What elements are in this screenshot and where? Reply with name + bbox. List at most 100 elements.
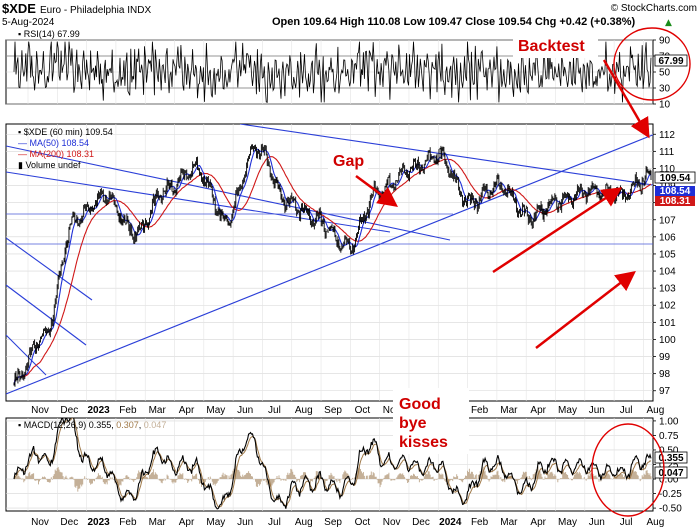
price-tick-label: 110 — [659, 164, 675, 175]
hist-badge-box — [654, 466, 688, 479]
macd-badge: 0.355 — [658, 453, 683, 464]
macd-badge-box — [654, 451, 688, 464]
price-tick-label: 100 — [659, 335, 676, 346]
x-axis-label: Apr — [179, 517, 195, 528]
x-axis-middle: Nov Dec 2023 Feb Mar Apr May Jun Jul Aug Sep Oct Nov… — [31, 405, 664, 416]
x-axis-label: May — [206, 517, 225, 528]
x-axis-label: Jul — [268, 405, 281, 416]
macd-signal-line — [13, 418, 652, 508]
x-axis-label: Jun — [237, 405, 253, 416]
x-axis-label: Aug — [647, 517, 665, 528]
x-axis-label: Feb — [471, 517, 489, 528]
ma50-line — [13, 148, 652, 386]
rsi-tick-label: 50 — [659, 68, 671, 79]
x-axis-label: Mar — [149, 405, 167, 416]
x-axis-label: Sep — [324, 517, 342, 528]
rsi-line — [13, 41, 652, 104]
rsi-tick-label: 90 — [659, 36, 671, 47]
x-axis-label: Nov — [383, 517, 401, 528]
macd-tick-label: -0.50 — [659, 504, 682, 515]
rsi-value-badge-box — [654, 54, 688, 67]
rsi-tick-label: 10 — [659, 100, 671, 111]
price-tick-label: 97 — [659, 386, 671, 397]
ohlc-change-arrow: ▲ — [665, 18, 672, 28]
x-axis-label: Jul — [620, 517, 633, 528]
trendline — [6, 284, 87, 346]
macd-panel: 1.00 0.75 0.50 0.25 0.00 -0.25 -0.50 ▪ MACD(12… — [5, 416, 688, 515]
ma50-legend: — MA(50) 108.54 — [18, 138, 89, 148]
close-badge-box — [654, 171, 696, 184]
price-tick-label: 98 — [659, 369, 671, 380]
x-axis-label: Jun — [237, 517, 253, 528]
price-tick-label: 102 — [659, 301, 676, 312]
ma200-badge: 108.31 — [660, 196, 691, 207]
x-axis-label: Aug — [295, 517, 313, 528]
x-axis-label: Jul — [268, 517, 281, 528]
x-axis-label: May — [558, 517, 577, 528]
gap-label: Gap — [333, 153, 364, 170]
target-arrow — [535, 270, 636, 349]
x-axis-label: Apr — [530, 405, 546, 416]
gap-label-box — [328, 148, 368, 172]
x-axis-label: Mar — [500, 405, 518, 416]
macd-tick-label: 0.25 — [659, 460, 679, 471]
x-axis-label: Mar — [149, 517, 167, 528]
goodbye-label: Good bye kisses — [399, 396, 448, 451]
x-axis-label: Feb — [119, 405, 137, 416]
x-axis-label: Aug — [647, 405, 665, 416]
trendline — [6, 134, 653, 395]
price-tick-label: 99 — [659, 352, 671, 363]
macd-tick-label: 0.00 — [659, 475, 679, 486]
brand-watermark: © StockCharts.com — [611, 3, 697, 14]
x-axis-label: 2023 — [87, 405, 110, 416]
x-axis-label: Sep — [324, 405, 342, 416]
x-axis-label: Nov — [31, 405, 49, 416]
chart-date: 5-Aug-2024 — [2, 17, 55, 28]
macd-line — [13, 418, 652, 510]
ma200-badge-box — [655, 196, 695, 206]
trendline — [6, 145, 451, 241]
rsi-highlight-circle — [613, 27, 691, 101]
x-axis-label: Dec — [412, 517, 430, 528]
ohlc-readout: Open 109.64 High 110.08 Low 109.47 Close… — [272, 16, 636, 28]
ma200-legend: — MA(200) 108.31 — [18, 149, 94, 159]
x-axis-label: Aug — [295, 405, 313, 416]
x-axis-label: Feb — [471, 405, 489, 416]
backtest-label: Backtest — [518, 38, 585, 55]
x-axis-label: May — [558, 405, 577, 416]
price-tick-label: 106 — [659, 232, 676, 243]
x-axis-label: 2023 — [87, 517, 110, 528]
x-axis-label: Jul — [620, 405, 633, 416]
volume-legend: ▮ Volume undef — [18, 160, 81, 170]
x-axis-label: Mar — [500, 517, 518, 528]
annotations: Backtest Gap Good bye kisses — [328, 27, 691, 517]
price-tick-label: 103 — [659, 284, 676, 295]
trendline — [6, 334, 47, 376]
x-axis-label: Apr — [179, 405, 195, 416]
x-axis-label: Jun — [589, 405, 605, 416]
x-axis-label: Oct — [355, 405, 371, 416]
trendline — [6, 237, 93, 301]
x-axis-bottom: Nov Dec 2023 Feb Mar Apr May Jun Jul Aug Sep Oct Nov… — [31, 517, 664, 528]
price-label: ▪ $XDE (60 min) 109.54 — [18, 127, 113, 137]
macd-tick-label: 1.00 — [659, 416, 679, 427]
macd-tick-label: -0.25 — [659, 489, 682, 500]
close-badge: 109.54 — [660, 173, 691, 184]
x-axis-label: Nov — [383, 405, 401, 416]
x-axis-label: May — [206, 405, 225, 416]
breakout-arrow — [492, 187, 623, 274]
price-tick-label: 111 — [659, 147, 675, 158]
macd-highlight-circle — [591, 423, 665, 517]
x-axis-label: 2024 — [439, 517, 462, 528]
x-axis-label: Dec — [60, 517, 78, 528]
ma50-badge-box — [655, 186, 695, 196]
macd-label: ▪ MACD(12,26,9) 0.355, 0.307, 0.047 — [18, 420, 166, 430]
x-axis-label: Apr — [530, 517, 546, 528]
macd-tick-label: 0.50 — [659, 445, 679, 456]
x-axis-label: Feb — [119, 517, 137, 528]
price-bars — [13, 143, 652, 387]
price-tick-label: 101 — [659, 318, 676, 329]
ma50-badge: 108.54 — [660, 186, 691, 197]
rsi-tick-label: 30 — [659, 84, 671, 95]
